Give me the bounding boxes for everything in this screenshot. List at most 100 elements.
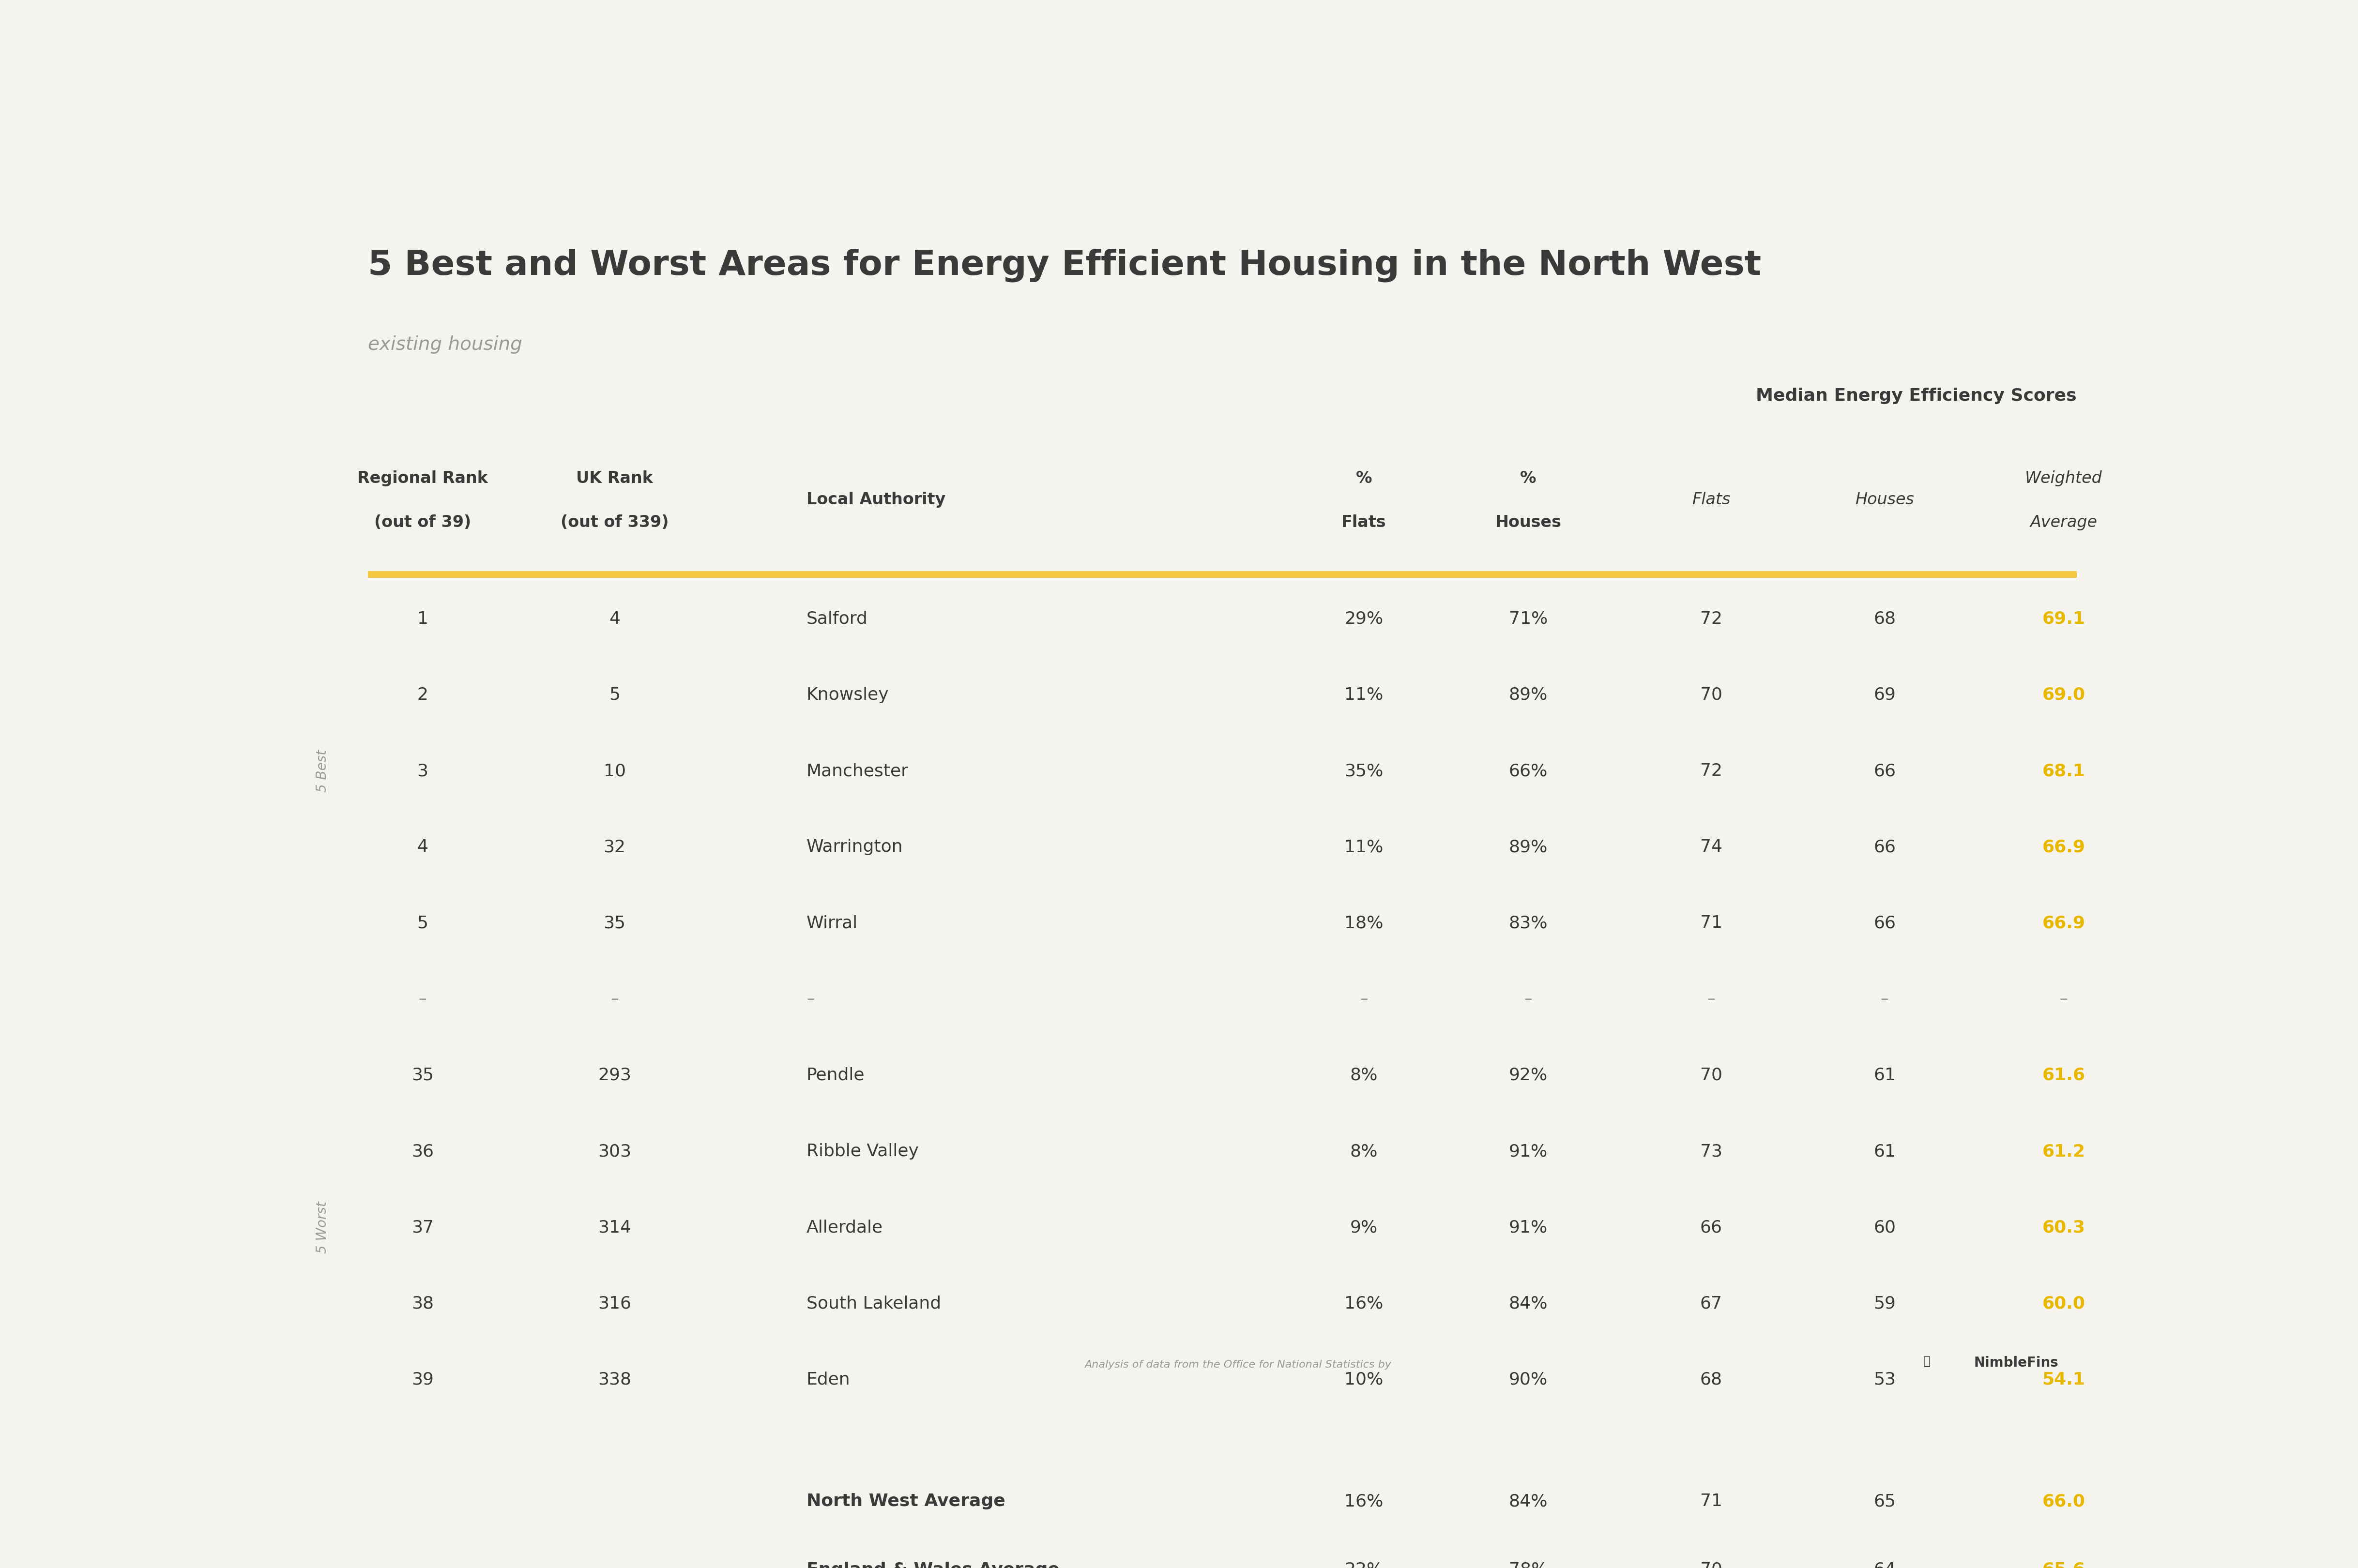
Text: 61: 61 xyxy=(1875,1143,1896,1159)
Text: Warrington: Warrington xyxy=(806,839,903,855)
Text: NimbleFins: NimbleFins xyxy=(1974,1355,2059,1369)
Text: 83%: 83% xyxy=(1509,914,1547,931)
Text: 61.6: 61.6 xyxy=(2042,1066,2084,1083)
Text: –: – xyxy=(1707,991,1714,1007)
Text: 91%: 91% xyxy=(1509,1218,1547,1236)
Text: 66.9: 66.9 xyxy=(2042,839,2084,855)
Text: 11%: 11% xyxy=(1344,839,1384,855)
Text: 39: 39 xyxy=(413,1370,434,1388)
Text: Local Authority: Local Authority xyxy=(806,492,946,508)
Text: 314: 314 xyxy=(599,1218,632,1236)
Text: 10: 10 xyxy=(604,762,625,779)
Text: existing housing: existing housing xyxy=(368,336,521,354)
Text: 316: 316 xyxy=(599,1295,632,1311)
Text: 73: 73 xyxy=(1700,1143,1721,1159)
Text: 60.3: 60.3 xyxy=(2042,1218,2084,1236)
Text: 4: 4 xyxy=(417,839,429,855)
Text: 70: 70 xyxy=(1700,687,1721,702)
Text: 35: 35 xyxy=(604,914,625,931)
Text: 66: 66 xyxy=(1875,914,1896,931)
Text: 36: 36 xyxy=(413,1143,434,1159)
Text: England & Wales Average: England & Wales Average xyxy=(806,1562,1059,1568)
Text: 38: 38 xyxy=(413,1295,434,1311)
Text: 2: 2 xyxy=(417,687,429,702)
Text: 68: 68 xyxy=(1700,1370,1721,1388)
Text: 69: 69 xyxy=(1875,687,1896,702)
Text: 78%: 78% xyxy=(1509,1562,1547,1568)
Text: 3: 3 xyxy=(417,762,429,779)
Text: 72: 72 xyxy=(1700,762,1721,779)
Text: 16%: 16% xyxy=(1344,1295,1384,1311)
Text: South Lakeland: South Lakeland xyxy=(806,1295,941,1311)
Text: 66%: 66% xyxy=(1509,762,1547,779)
Text: –: – xyxy=(1523,991,1533,1007)
Text: UK Rank: UK Rank xyxy=(575,470,653,486)
Text: 32: 32 xyxy=(604,839,625,855)
Text: 90%: 90% xyxy=(1509,1370,1547,1388)
Text: Eden: Eden xyxy=(806,1370,851,1388)
Text: Pendle: Pendle xyxy=(806,1066,865,1083)
Text: 5 Best and Worst Areas for Energy Efficient Housing in the North West: 5 Best and Worst Areas for Energy Effici… xyxy=(368,248,1761,282)
Text: %: % xyxy=(1521,470,1537,486)
Text: 89%: 89% xyxy=(1509,839,1547,855)
Text: 8%: 8% xyxy=(1349,1066,1377,1083)
Text: 74: 74 xyxy=(1700,839,1721,855)
Text: 91%: 91% xyxy=(1509,1143,1547,1159)
Text: 1: 1 xyxy=(417,610,429,627)
Text: Houses: Houses xyxy=(1856,492,1915,508)
Text: 68: 68 xyxy=(1875,610,1896,627)
Text: Regional Rank: Regional Rank xyxy=(358,470,488,486)
Text: 66.9: 66.9 xyxy=(2042,914,2084,931)
Text: 5 Best: 5 Best xyxy=(316,750,328,792)
Text: 66: 66 xyxy=(1875,839,1896,855)
Text: 71: 71 xyxy=(1700,1493,1721,1508)
Text: Ribble Valley: Ribble Valley xyxy=(806,1143,920,1159)
Text: 65: 65 xyxy=(1875,1493,1896,1508)
Text: 5: 5 xyxy=(417,914,429,931)
Text: 16%: 16% xyxy=(1344,1493,1384,1508)
Text: 59: 59 xyxy=(1875,1295,1896,1311)
Text: 70: 70 xyxy=(1700,1066,1721,1083)
Text: 66.0: 66.0 xyxy=(2042,1493,2084,1508)
Text: 8%: 8% xyxy=(1349,1143,1377,1159)
Text: –: – xyxy=(611,991,618,1007)
Text: Manchester: Manchester xyxy=(806,762,908,779)
Text: 61: 61 xyxy=(1875,1066,1896,1083)
Text: –: – xyxy=(1882,991,1889,1007)
Text: 69.1: 69.1 xyxy=(2042,610,2084,627)
Text: Weighted: Weighted xyxy=(2026,470,2103,486)
Text: 37: 37 xyxy=(413,1218,434,1236)
Text: 54.1: 54.1 xyxy=(2042,1370,2084,1388)
Text: 18%: 18% xyxy=(1344,914,1384,931)
Text: Flats: Flats xyxy=(1342,514,1387,530)
Text: Average: Average xyxy=(2030,514,2096,530)
Text: –: – xyxy=(2059,991,2068,1007)
Text: Wirral: Wirral xyxy=(806,914,858,931)
Text: 53: 53 xyxy=(1875,1370,1896,1388)
Text: 60: 60 xyxy=(1875,1218,1896,1236)
Text: –: – xyxy=(806,991,814,1007)
Text: 29%: 29% xyxy=(1344,610,1384,627)
Text: 35%: 35% xyxy=(1344,762,1384,779)
Text: 72: 72 xyxy=(1700,610,1721,627)
Text: –: – xyxy=(420,991,427,1007)
Text: –: – xyxy=(1361,991,1368,1007)
Text: 5 Worst: 5 Worst xyxy=(316,1201,328,1253)
Text: 11%: 11% xyxy=(1344,687,1384,702)
Text: 66: 66 xyxy=(1700,1218,1721,1236)
Text: 65.6: 65.6 xyxy=(2042,1562,2084,1568)
Text: 69.0: 69.0 xyxy=(2042,687,2084,702)
Text: 9%: 9% xyxy=(1349,1218,1377,1236)
Text: 66: 66 xyxy=(1875,762,1896,779)
Text: 71%: 71% xyxy=(1509,610,1547,627)
Text: ⮞: ⮞ xyxy=(1924,1355,1931,1367)
Text: 64: 64 xyxy=(1875,1562,1896,1568)
Text: 84%: 84% xyxy=(1509,1493,1547,1508)
Text: Flats: Flats xyxy=(1691,492,1731,508)
Text: %: % xyxy=(1356,470,1372,486)
Text: 338: 338 xyxy=(599,1370,632,1388)
Text: Median Energy Efficiency Scores: Median Energy Efficiency Scores xyxy=(1757,387,2077,405)
Text: 67: 67 xyxy=(1700,1295,1721,1311)
Text: 71: 71 xyxy=(1700,914,1721,931)
Text: Knowsley: Knowsley xyxy=(806,687,889,702)
